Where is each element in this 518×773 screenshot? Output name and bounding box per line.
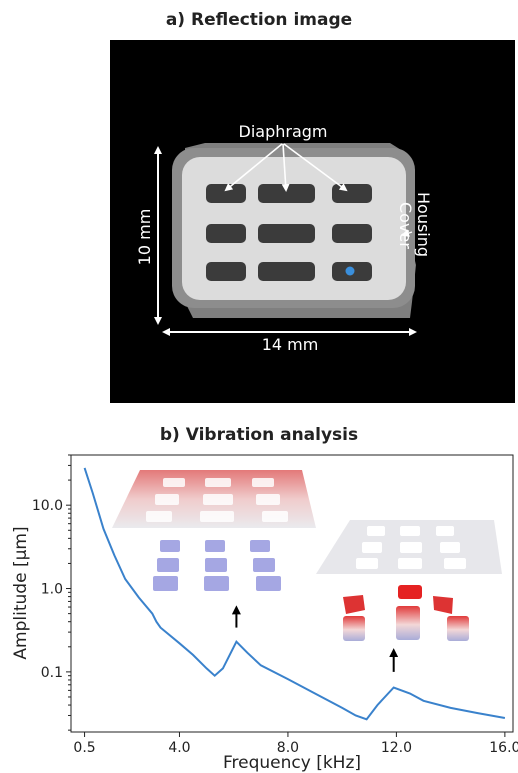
panel-b-title: b) Vibration analysis: [159, 425, 359, 445]
panel-a-title: a) Reflection image: [165, 10, 353, 30]
x-tick-label: 16.0: [489, 740, 518, 756]
diaphragm-slot: [258, 184, 315, 203]
diaphragm-slot: [332, 184, 372, 203]
mode-shape-1: [112, 470, 316, 591]
diaphragm-slot: [206, 262, 246, 281]
mode-shape-2: [316, 520, 502, 641]
diaphragm-slot: [206, 184, 246, 203]
diaphragm-slot: [258, 262, 315, 281]
y-axis-label: Amplitude [μm]: [11, 526, 31, 659]
reflection-image: Diaphragm Housing Cover 10 mm 14 mm: [110, 40, 515, 403]
diaphragm-arrow: [224, 143, 283, 192]
x-tick-label: 4.0: [168, 740, 190, 756]
y-tick-label: 10.0: [32, 498, 63, 514]
diaphragm-slot: [332, 224, 372, 243]
diaphragm-arrow: [281, 143, 290, 192]
diaphragm-slots: [206, 184, 372, 281]
diaphragm-arrow: [283, 143, 348, 192]
y-axis-ticks: 0.1 1.0 10.0: [32, 454, 71, 731]
y-tick-label: 0.1: [41, 665, 63, 681]
x-axis-label: Frequency [kHz]: [223, 753, 361, 773]
x-tick-label: 0.5: [73, 740, 95, 756]
x-axis-ticks: 0.5 4.0 8.0 12.0 16.0: [73, 732, 518, 756]
width-label: 14 mm: [262, 335, 319, 354]
mode-2-diaphragms: [343, 585, 469, 641]
diaphragm-slot: [258, 224, 315, 243]
y-tick-label: 1.0: [41, 582, 63, 598]
x-tick-label: 8.0: [277, 740, 299, 756]
plot-frame: [70, 454, 514, 733]
mode-1-diaphragms: [153, 540, 281, 591]
housing-label: Housing: [414, 192, 433, 257]
cover-label: Cover: [396, 202, 415, 249]
x-tick-label: 12.0: [381, 740, 412, 756]
measurement-marker: [345, 266, 355, 276]
series-line-amplitude: [83, 467, 506, 721]
vibration-chart: 0.5 4.0 8.0 12.0 16.0 0.1 1.0 10.0 Frequency […: [11, 454, 518, 773]
cover-arrow: [401, 229, 413, 237]
diaphragm-slot: [206, 224, 246, 243]
diaphragm-label: Diaphragm: [239, 122, 328, 141]
height-label: 10 mm: [135, 209, 154, 266]
annotations: [231, 605, 399, 672]
